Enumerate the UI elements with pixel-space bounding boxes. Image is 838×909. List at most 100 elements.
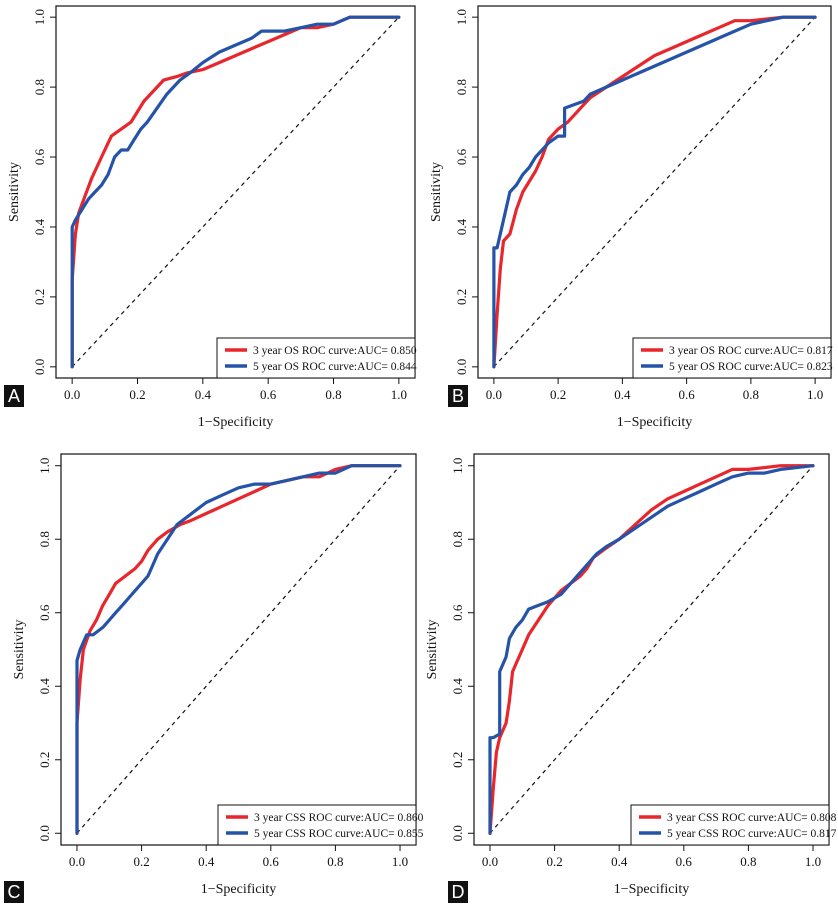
reference-diagonal: [493, 16, 816, 368]
reference-diagonal: [76, 465, 401, 834]
legend-box: [632, 337, 832, 379]
y-tick-label: 0.0: [454, 359, 469, 375]
y-tick-label: 0.2: [454, 289, 469, 305]
roc-series-line-5yr: [492, 15, 817, 369]
y-axis-title: Sensitivity: [429, 162, 444, 222]
legend-label: 3 year OS ROC curve:AUC= 0.817: [669, 345, 833, 357]
x-tick-label: 0.0: [482, 854, 498, 869]
legend-label: 3 year OS ROC curve:AUC= 0.850: [253, 345, 417, 357]
x-tick-label: 0.0: [69, 854, 85, 869]
y-tick-label: 0.6: [37, 604, 52, 621]
roc-series-line-5yr: [488, 464, 815, 835]
y-tick-label: 0.6: [450, 604, 465, 621]
reference-diagonal: [71, 16, 400, 368]
y-axis-title: Sensitivity: [12, 620, 27, 680]
y-tick-label: 0.2: [37, 752, 52, 768]
legend-box: [216, 337, 416, 379]
y-axis-title: Sensitivity: [425, 620, 440, 680]
y-tick-label: 0.8: [37, 531, 52, 547]
y-tick-label: 0.0: [450, 825, 465, 841]
panel-letter: D: [448, 881, 468, 903]
y-tick-label: 0.8: [450, 531, 465, 547]
plot-frame: [55, 5, 416, 379]
panel-letter: A: [4, 385, 24, 407]
panel-letter-label: B: [452, 386, 464, 406]
panel-letter: B: [448, 385, 468, 407]
y-tick-label: 0.0: [32, 359, 47, 375]
y-tick-label: 0.4: [37, 678, 52, 695]
legend-box: [217, 804, 417, 846]
x-tick-label: 0.6: [263, 854, 280, 869]
y-tick-label: 0.2: [450, 752, 465, 768]
y-axis-title: Sensitivity: [7, 162, 22, 222]
roc-panel-c: 0.0 0.2 0.4 0.6 0.8 1.0 0.0 0.2 0.4 0.6 0.8 1.0 1−Sp…: [12, 453, 424, 897]
x-tick-label: 0.6: [260, 387, 277, 402]
legend: 3 year OS ROC curve:AUC= 0.817 5 year OS …: [632, 337, 833, 379]
legend-label: 3 year CSS ROC curve:AUC= 0.808: [667, 812, 837, 824]
x-axis-title: 1−Specificity: [198, 415, 274, 430]
x-tick-label: 1.0: [391, 387, 407, 402]
y-tick-label: 1.0: [454, 9, 469, 25]
x-tick-label: 1.0: [392, 854, 408, 869]
x-tick-label: 0.8: [327, 854, 343, 869]
panel-letter-label: A: [8, 386, 20, 406]
x-tick-label: 0.2: [550, 387, 566, 402]
y-tick-label: 0.8: [32, 79, 47, 95]
y-tick-label: 0.8: [454, 79, 469, 95]
y-tick-label: 0.0: [37, 825, 52, 841]
y-tick-label: 0.2: [32, 289, 47, 305]
y-tick-label: 0.4: [450, 678, 465, 695]
x-axis-title: 1−Specificity: [614, 882, 690, 897]
y-tick-label: 1.0: [37, 458, 52, 474]
x-tick-label: 0.4: [614, 387, 631, 402]
x-axis-title: 1−Specificity: [201, 882, 277, 897]
x-tick-label: 0.0: [64, 387, 80, 402]
roc-panel-d: 0.0 0.2 0.4 0.6 0.8 1.0 0.0 0.2 0.4 0.6 0.8 1.0 1−Sp…: [425, 453, 837, 897]
x-tick-label: 1.0: [805, 854, 821, 869]
panel-letter: C: [4, 881, 24, 903]
panel-letter-bg: [448, 385, 468, 407]
y-tick-label: 0.4: [454, 218, 469, 235]
legend: 3 year CSS ROC curve:AUC= 0.860 5 year CS…: [217, 804, 424, 846]
x-tick-label: 0.4: [611, 854, 628, 869]
roc-series-line-5yr: [75, 464, 402, 835]
panel-letter-bg: [448, 881, 468, 903]
y-tick-label: 0.6: [454, 148, 469, 165]
panel-letter-bg: [4, 881, 24, 903]
y-tick-label: 0.4: [32, 218, 47, 235]
legend-label: 3 year CSS ROC curve:AUC= 0.860: [254, 812, 424, 824]
roc-panel-b: 0.0 0.2 0.4 0.6 0.8 1.0 0.0 0.2 0.4 0.6 0.8 1.0 1−Sp…: [429, 5, 833, 430]
panel-letter-label: C: [8, 882, 21, 902]
plot-frame: [477, 5, 832, 379]
x-tick-label: 0.4: [198, 854, 215, 869]
x-tick-label: 1.0: [807, 387, 823, 402]
x-tick-label: 0.8: [325, 387, 341, 402]
roc-panel-a: 0.0 0.2 0.4 0.6 0.8 1.0 0.0 0.2 0.4 0.6 0.8 1.0 1−Sp…: [7, 5, 417, 430]
reference-diagonal: [489, 465, 814, 834]
panel-letter-label: D: [452, 882, 465, 902]
roc-series-line-5yr: [70, 15, 401, 369]
x-tick-label: 0.2: [546, 854, 562, 869]
legend-label: 5 year OS ROC curve:AUC= 0.844: [253, 361, 417, 373]
x-tick-label: 0.6: [676, 854, 693, 869]
legend-label: 5 year CSS ROC curve:AUC= 0.855: [254, 828, 424, 840]
x-tick-label: 0.0: [486, 387, 502, 402]
roc-series-line-3yr: [70, 15, 401, 369]
legend-label: 5 year CSS ROC curve:AUC= 0.817: [667, 828, 837, 840]
legend-box: [630, 804, 830, 846]
y-tick-label: 1.0: [450, 458, 465, 474]
x-tick-label: 0.8: [740, 854, 756, 869]
legend: 3 year CSS ROC curve:AUC= 0.808 5 year CS…: [630, 804, 837, 846]
legend: 3 year OS ROC curve:AUC= 0.850 5 year OS …: [216, 337, 417, 379]
x-tick-label: 0.8: [743, 387, 759, 402]
plot-frame: [60, 453, 417, 846]
panel-letter-bg: [4, 385, 24, 407]
x-axis-title: 1−Specificity: [617, 415, 693, 430]
roc-series-line-3yr: [492, 15, 817, 369]
x-tick-label: 0.2: [129, 387, 145, 402]
y-tick-label: 0.6: [32, 148, 47, 165]
plot-frame: [473, 453, 830, 846]
x-tick-label: 0.6: [678, 387, 695, 402]
legend-label: 5 year OS ROC curve:AUC= 0.823: [669, 361, 833, 373]
